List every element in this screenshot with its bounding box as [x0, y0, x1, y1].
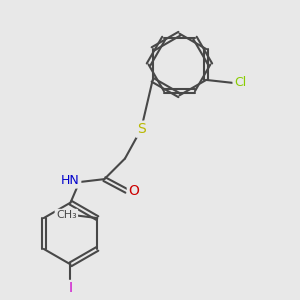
Text: HN: HN: [61, 174, 80, 187]
Text: O: O: [128, 184, 139, 198]
Text: I: I: [68, 281, 73, 296]
Text: CH₃: CH₃: [56, 210, 77, 220]
Text: Cl: Cl: [234, 76, 246, 89]
Text: S: S: [137, 122, 146, 136]
